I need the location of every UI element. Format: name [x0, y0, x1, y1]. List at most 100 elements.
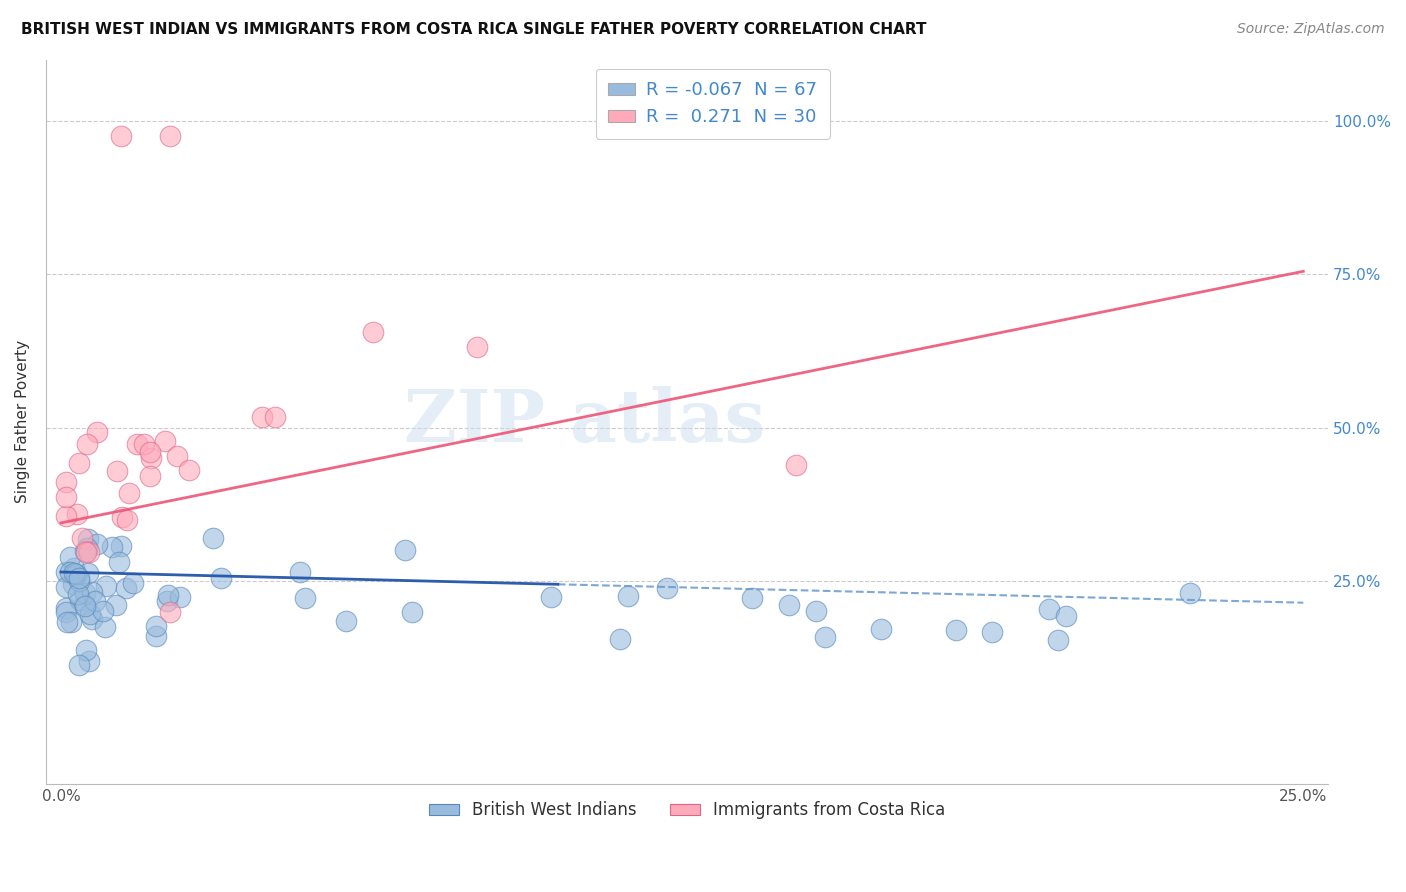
Point: [741, 591, 763, 605]
Point: [785, 458, 807, 472]
Point: [139, 445, 162, 459]
Point: [76, 437, 98, 451]
Point: [294, 591, 316, 605]
Point: [77, 654, 100, 668]
Point: [67, 456, 90, 470]
Point: [465, 340, 488, 354]
Point: [82, 584, 104, 599]
Point: [110, 129, 132, 144]
Point: [55, 490, 77, 504]
Point: [67, 657, 90, 672]
Point: [540, 591, 562, 605]
Point: [105, 464, 128, 478]
Point: [70, 531, 93, 545]
Point: [108, 555, 131, 569]
Point: [101, 540, 124, 554]
Point: [55, 580, 77, 594]
Point: [145, 629, 167, 643]
Point: [1054, 609, 1077, 624]
Point: [62, 577, 84, 591]
Point: [76, 566, 98, 581]
Point: [75, 599, 97, 613]
Point: [75, 643, 97, 657]
Point: [127, 437, 149, 451]
Point: [86, 425, 108, 439]
Point: [179, 463, 201, 477]
Point: [63, 561, 86, 575]
Point: [169, 591, 191, 605]
Point: [62, 566, 84, 580]
Point: [209, 571, 232, 585]
Point: [132, 436, 155, 450]
Point: [79, 607, 101, 621]
Point: [361, 325, 384, 339]
Point: [1047, 633, 1070, 648]
Point: [145, 619, 167, 633]
Point: [264, 410, 287, 425]
Point: [139, 450, 162, 465]
Point: [609, 632, 631, 646]
Point: [67, 587, 90, 601]
Point: [55, 509, 77, 524]
Point: [93, 604, 115, 618]
Text: BRITISH WEST INDIAN VS IMMIGRANTS FROM COSTA RICA SINGLE FATHER POVERTY CORRELAT: BRITISH WEST INDIAN VS IMMIGRANTS FROM C…: [21, 22, 927, 37]
Point: [655, 581, 678, 595]
Point: [1178, 586, 1201, 600]
Point: [114, 582, 136, 596]
Point: [945, 623, 967, 637]
Point: [157, 588, 180, 602]
Point: [55, 601, 77, 615]
Point: [67, 571, 90, 585]
Point: [250, 410, 273, 425]
Point: [122, 576, 145, 591]
Point: [86, 537, 108, 551]
Point: [153, 434, 176, 448]
Point: [69, 593, 91, 607]
Point: [76, 541, 98, 555]
Point: [201, 531, 224, 545]
Text: ZIP atlas: ZIP atlas: [404, 386, 765, 458]
Point: [117, 513, 139, 527]
Point: [94, 620, 117, 634]
Point: [83, 594, 105, 608]
Point: [617, 589, 640, 603]
Point: [166, 450, 188, 464]
Point: [335, 614, 357, 628]
Point: [67, 574, 90, 588]
Point: [94, 579, 117, 593]
Y-axis label: Single Father Poverty: Single Father Poverty: [15, 340, 30, 503]
Point: [778, 599, 800, 613]
Point: [77, 545, 100, 559]
Point: [55, 565, 77, 579]
Point: [139, 469, 162, 483]
Point: [73, 586, 96, 600]
Point: [111, 510, 134, 524]
Point: [55, 475, 77, 490]
Point: [118, 486, 141, 500]
Point: [66, 507, 89, 521]
Legend: British West Indians, Immigrants from Costa Rica: British West Indians, Immigrants from Co…: [422, 795, 952, 826]
Point: [75, 545, 97, 559]
Point: [73, 543, 96, 558]
Point: [110, 539, 132, 553]
Point: [159, 129, 181, 144]
Point: [401, 606, 423, 620]
Point: [77, 533, 100, 547]
Point: [59, 549, 82, 564]
Point: [870, 622, 893, 636]
Point: [59, 565, 82, 579]
Point: [55, 615, 77, 630]
Point: [60, 615, 83, 629]
Point: [159, 605, 181, 619]
Point: [1038, 602, 1060, 616]
Point: [55, 605, 77, 619]
Point: [814, 630, 837, 644]
Point: [65, 566, 87, 581]
Point: [105, 598, 128, 612]
Point: [73, 598, 96, 612]
Point: [804, 604, 827, 618]
Text: Source: ZipAtlas.com: Source: ZipAtlas.com: [1237, 22, 1385, 37]
Point: [80, 612, 103, 626]
Point: [290, 565, 312, 579]
Point: [394, 543, 416, 558]
